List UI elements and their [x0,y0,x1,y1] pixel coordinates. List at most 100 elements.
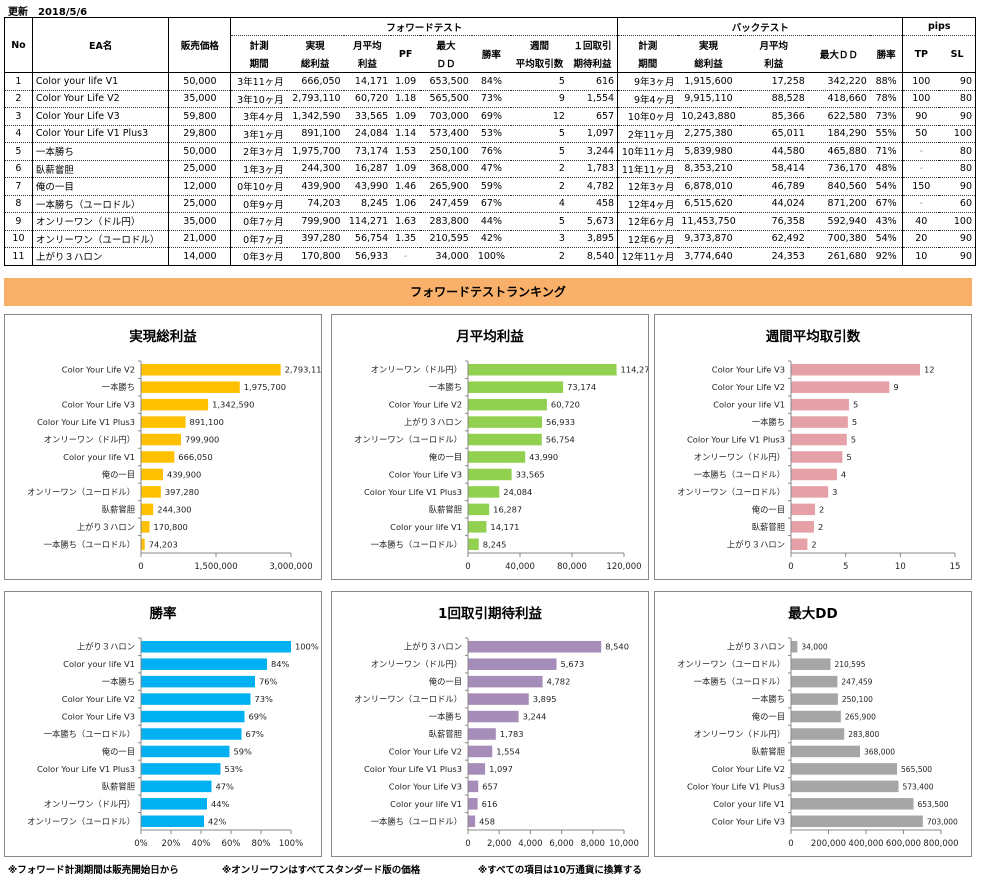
data-label: 43,990 [529,452,558,462]
category-label: 臥薪嘗胆 [752,746,785,756]
bar [791,416,848,428]
cell-no: 6 [4,160,33,178]
category-label: 俺の一目 [752,504,785,514]
cell-fw-monthly: 60,720 [343,90,392,108]
cell-expect: 3,895 [567,230,619,248]
bar [141,745,230,758]
cell-bt-monthly: 62,492 [739,230,808,248]
cell-pf: 1.35 [391,230,421,248]
data-label: 170,800 [154,522,188,532]
category-label: Color Your Life V3 [389,781,462,791]
category-label: 一本勝ち [429,382,462,392]
table-row: 11 上がり３ハロン 14,000 0年3ヶ月 170,800 56,933-34,000… [4,247,976,266]
cell-bt-win: 88% [869,72,904,91]
col-header-bt-period: 計測 [638,41,658,52]
category-label: Color Your Life V3 [389,469,462,479]
data-label: 283,800 [848,730,879,739]
data-label: 100% [295,642,319,652]
cell-fw-period: 3年11ヶ月 [230,72,287,91]
bar [468,815,476,828]
cell-fw-win: 73% [471,90,512,108]
cell-bt-total: 9,915,110 [677,90,740,108]
cell-fw-dd: 703,000 [420,107,472,126]
bar [791,538,808,551]
bar [468,416,543,428]
data-label: 33,565 [516,469,545,479]
cell-weekly: 5 [511,72,568,91]
x-tick-label: 4,000 [518,839,542,849]
category-label: 上がり３ハロン [77,522,135,532]
cell-fw-monthly: 43,990 [343,177,392,196]
bar [468,451,526,463]
updated-date: 2018/5/6 [38,7,88,18]
data-label: 59% [234,746,253,756]
cell-fw-win: 42% [471,230,512,248]
bar [468,798,478,810]
category-label: Color Your Life V2 [712,764,785,774]
x-tick-label: 5 [843,562,848,572]
cell-pf: 1.09 [391,72,421,91]
chart-title: 月平均利益 [455,328,524,345]
data-label: 8,245 [483,539,507,549]
table-row: 8 一本勝ち（ユーロドル） 25,000 0年9ヶ月 74,203 8,245 1.06 24… [4,195,976,213]
category-label: オンリーワン（ドル円） [694,452,785,462]
col-header-fw-monthly: 月平均 [353,41,382,52]
category-label: 一本勝ち（ユーロドル） [694,469,785,479]
cell-fw-win: 76% [471,142,512,161]
cell-sl: 100 [939,212,976,231]
x-tick-label: 10 [895,562,906,572]
category-label: Color your life V1 [63,659,135,669]
category-label: オンリーワン（ドル円） [371,365,462,375]
data-label: 439,900 [167,469,201,479]
data-label: 74,203 [149,539,178,549]
table-row: 3 Color Your Life V3 59,800 3年4ヶ月 1,342,590 3… [4,107,976,126]
table-row: 4 Color Your Life V1 Plus3 29,800 3年1ヶ月 891,… [4,125,976,143]
cell-ea: 上がり３ハロン [32,247,170,266]
cell-price: 50,000 [168,142,232,161]
chart-title: 1回取引期待利益 [438,605,542,622]
data-label: 3 [832,487,837,497]
cell-bt-monthly: 44,024 [739,195,808,213]
table-row: 10 オンリーワン（ユーロドル） 21,000 0年7ヶ月 397,280 56,754 1… [4,230,976,248]
cell-fw-win: 100% [471,247,512,266]
col-header-no: No [4,17,33,73]
cell-fw-total: 2,793,110 [286,90,344,108]
x-tick-label: 120,000 [606,562,641,572]
cell-price: 21,000 [168,230,232,248]
cell-bt-period: 10年11ヶ月 [617,142,678,161]
category-label: Color your life V1 [713,799,785,809]
cell-bt-monthly: 44,580 [739,142,808,161]
cell-bt-dd: 465,880 [807,142,870,161]
bar [468,728,496,740]
x-tick-label: 60% [222,839,241,849]
cell-ea: Color Your Life V1 Plus3 [32,125,170,143]
cell-expect: 5,673 [567,212,619,231]
category-label: 俺の一目 [102,469,135,479]
category-label: Color Your Life V3 [62,712,135,722]
bar [791,728,845,740]
cell-ea: 一本勝ち [32,142,170,161]
cell-tp: 100 [902,90,940,108]
bar [468,503,490,516]
cell-bt-total: 6,515,620 [677,195,740,213]
x-tick-label: 6,000 [549,839,573,849]
bar [141,468,163,481]
cell-bt-dd: 418,660 [807,90,870,108]
cell-fw-period: 3年4ヶ月 [230,107,287,126]
data-label: 60,720 [551,400,580,410]
cell-price: 50,000 [168,72,232,91]
bar [791,451,843,463]
cell-bt-dd: 592,940 [807,212,870,231]
category-label: Color Your Life V3 [712,365,785,375]
col-header-fw-monthly-2: 利益 [343,54,392,73]
cell-fw-period: 0年7ヶ月 [230,212,287,231]
data-label: 250,100 [842,695,873,704]
category-label: Color Your Life V2 [389,746,462,756]
category-label: 臥薪嘗胆 [752,522,785,532]
cell-pf: 1.09 [391,160,421,178]
cell-fw-win: 53% [471,125,512,143]
update-info: 更新 2018/5/6 [8,3,97,18]
cell-bt-total: 9,373,870 [677,230,740,248]
data-label: 666,050 [178,452,212,462]
data-label: 3,895 [533,694,557,704]
